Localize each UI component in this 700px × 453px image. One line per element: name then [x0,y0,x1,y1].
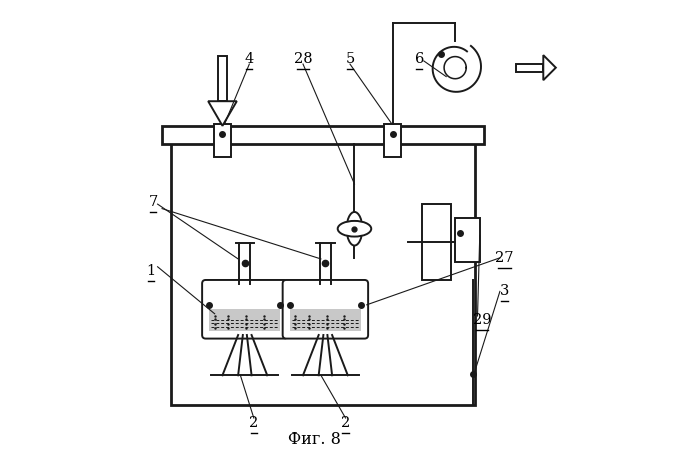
FancyBboxPatch shape [421,204,451,280]
FancyBboxPatch shape [218,57,227,101]
FancyBboxPatch shape [214,124,232,157]
FancyBboxPatch shape [455,217,480,262]
Text: 2: 2 [341,416,350,430]
FancyBboxPatch shape [283,280,368,338]
FancyBboxPatch shape [171,128,475,405]
FancyBboxPatch shape [290,309,361,331]
Text: 27: 27 [495,251,514,265]
Polygon shape [208,101,237,126]
Ellipse shape [346,212,363,246]
Text: 6: 6 [414,52,424,66]
FancyBboxPatch shape [516,63,543,72]
FancyBboxPatch shape [384,124,402,157]
Text: 5: 5 [345,52,355,66]
Ellipse shape [337,221,371,236]
Text: 29: 29 [473,313,491,328]
FancyBboxPatch shape [162,126,484,144]
FancyBboxPatch shape [209,309,281,331]
Text: 1: 1 [146,264,155,278]
Text: 7: 7 [148,195,158,209]
Text: 4: 4 [245,52,254,66]
Polygon shape [543,55,556,80]
Text: 28: 28 [294,52,312,66]
Text: Фиг. 8: Фиг. 8 [288,430,341,448]
Text: 2: 2 [249,416,258,430]
FancyBboxPatch shape [202,280,288,338]
Text: 3: 3 [500,284,509,299]
